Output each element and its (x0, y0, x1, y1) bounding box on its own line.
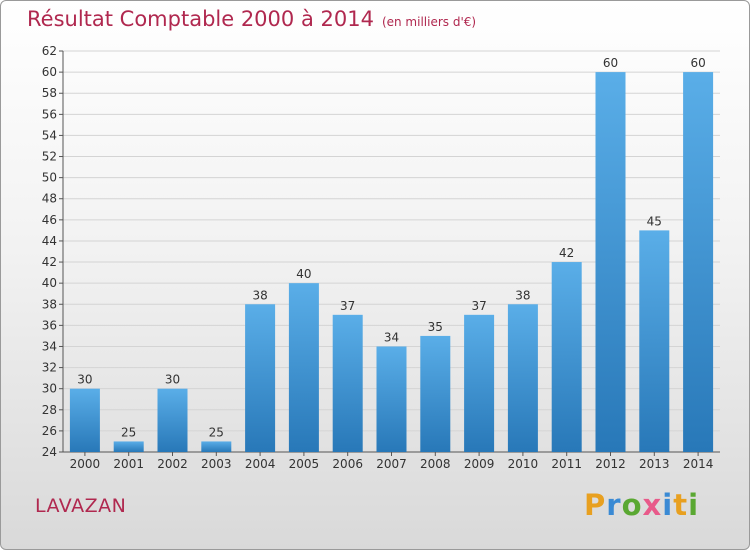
bar (157, 388, 188, 452)
bar (420, 335, 451, 452)
bar-value-label: 38 (252, 288, 267, 302)
bar-value-label: 35 (428, 320, 443, 334)
logo-letter: o (621, 488, 643, 522)
bar-value-label: 30 (165, 373, 180, 387)
logo-letter: t (673, 488, 689, 522)
logo-letter: i (688, 488, 700, 522)
y-tick-label: 44 (42, 234, 57, 248)
x-tick-label: 2005 (289, 457, 320, 471)
bar-value-label: 60 (690, 56, 705, 70)
chart-title-text: Résultat Comptable 2000 à 2014 (27, 7, 374, 31)
y-tick-label: 26 (42, 424, 57, 438)
x-tick-label: 2007 (376, 457, 407, 471)
y-tick-label: 50 (42, 171, 57, 185)
y-tick-label: 48 (42, 192, 57, 206)
bar-value-label: 25 (121, 425, 136, 439)
bar-value-label: 42 (559, 246, 574, 260)
x-tick-label: 2012 (595, 457, 626, 471)
bar (507, 304, 538, 452)
chart-unit: (en milliers d'€) (381, 15, 477, 29)
bar-value-label: 60 (603, 56, 618, 70)
y-tick-label: 30 (42, 382, 57, 396)
x-tick-label: 2002 (157, 457, 188, 471)
place-name: LAVAZAN (35, 495, 127, 517)
bar (288, 283, 319, 452)
x-tick-label: 2000 (70, 457, 101, 471)
bar (683, 72, 714, 453)
x-tick-label: 2011 (551, 457, 582, 471)
logo-letter: x (642, 488, 663, 522)
labels: 24 26 28 30 32 34 36 38 40 42 44 46 48 50 52 54 56 58 60 62… (42, 44, 714, 471)
x-tick-label: 2004 (245, 457, 276, 471)
y-tick-label: 46 (42, 213, 57, 227)
logo-letter: P (584, 488, 607, 522)
bar-value-label: 30 (77, 373, 92, 387)
chart-title: Résultat Comptable 2000 à 2014 (en millie… (27, 7, 476, 31)
x-tick-label: 2006 (332, 457, 363, 471)
bar (69, 388, 100, 452)
y-tick-label: 62 (42, 44, 57, 58)
x-tick-label: 2014 (683, 457, 714, 471)
bar (464, 314, 495, 452)
y-tick-label: 54 (42, 128, 57, 142)
y-tick-label: 56 (42, 107, 57, 121)
bar (245, 304, 276, 452)
bar (639, 230, 670, 452)
x-tick-label: 2001 (113, 457, 144, 471)
y-tick-label: 34 (42, 339, 57, 353)
y-tick-label: 52 (42, 150, 57, 164)
x-tick-label: 2013 (639, 457, 670, 471)
x-tick-label: 2010 (508, 457, 539, 471)
bar (332, 314, 363, 452)
bar-value-label: 45 (647, 214, 662, 228)
y-tick-label: 36 (42, 318, 57, 332)
bar-value-label: 40 (296, 267, 311, 281)
proxiti-logo: Proxiti (584, 488, 699, 522)
bar-value-label: 38 (515, 288, 530, 302)
y-tick-label: 38 (42, 297, 57, 311)
x-tick-label: 2008 (420, 457, 451, 471)
logo-letter: i (662, 488, 674, 522)
logo-letter: r (606, 488, 622, 522)
y-tick-label: 24 (42, 445, 57, 459)
bars (69, 72, 714, 453)
bar-value-label: 37 (471, 299, 486, 313)
bar (113, 441, 144, 452)
y-tick-label: 40 (42, 276, 57, 290)
bar (595, 72, 626, 453)
y-tick-label: 58 (42, 86, 57, 100)
y-tick-label: 32 (42, 361, 57, 375)
bar (551, 262, 582, 452)
bar (201, 441, 232, 452)
y-tick-label: 28 (42, 403, 57, 417)
bar (376, 346, 407, 452)
bar-value-label: 37 (340, 299, 355, 313)
bar-value-label: 34 (384, 330, 399, 344)
y-tick-label: 60 (42, 65, 57, 79)
bar-value-label: 25 (209, 425, 224, 439)
x-tick-label: 2009 (464, 457, 495, 471)
x-tick-label: 2003 (201, 457, 232, 471)
y-tick-label: 42 (42, 255, 57, 269)
